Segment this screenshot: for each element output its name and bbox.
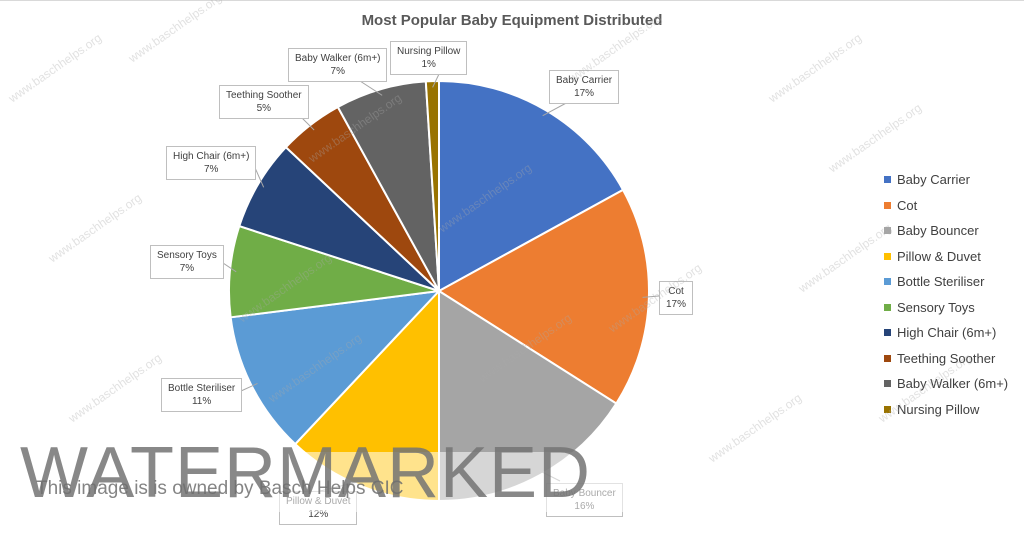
data-label-baby-carrier: Baby Carrier 17%: [549, 70, 620, 104]
data-label-cot: Cot 17%: [659, 281, 694, 315]
legend-label: Baby Bouncer: [897, 223, 979, 239]
data-label-percent: 7%: [330, 66, 345, 77]
legend-item-sensory-toys: Sensory Toys: [884, 295, 1008, 321]
legend-label: Nursing Pillow: [897, 401, 980, 417]
legend: Baby Carrier Cot Baby Bouncer Pillow & Duve…: [884, 167, 1008, 422]
legend-item-teething-soother: Teething Soother: [884, 346, 1008, 372]
data-label-category: Bottle Steriliser: [168, 383, 236, 394]
legend-label: Bottle Steriliser: [897, 274, 985, 290]
data-label-category: High Chair (6m+): [173, 151, 250, 162]
watermark-text: WATERMARKED: [20, 433, 592, 513]
legend-item-baby-bouncer: Baby Bouncer: [884, 218, 1008, 244]
leader-line: [359, 80, 383, 96]
legend-item-bottle-steriliser: Bottle Steriliser: [884, 269, 1008, 295]
data-label-percent: 5%: [256, 103, 272, 114]
legend-item-baby-walker-6m: Baby Walker (6m+): [884, 371, 1008, 397]
data-label-percent: 7%: [203, 164, 219, 175]
data-label-category: Cot: [668, 286, 684, 297]
data-label-percent: 12%: [308, 509, 329, 520]
data-label-category: Baby Walker (6m+): [295, 53, 381, 64]
legend-swatch: [884, 227, 891, 235]
data-label-category: Sensory Toys: [157, 250, 217, 261]
data-label-percent: 7%: [179, 263, 195, 274]
legend-label: High Chair (6m+): [897, 325, 997, 341]
legend-label: Teething Soother: [897, 350, 996, 366]
legend-swatch: [884, 252, 891, 260]
legend-swatch: [884, 303, 891, 311]
data-label-nursing-pillow: Nursing Pillow 1%: [390, 41, 468, 75]
leader-line: [642, 295, 660, 298]
data-label-teething-soother: Teething Soother 5%: [219, 85, 309, 119]
data-label-high-chair-6m: High Chair (6m+) 7%: [166, 146, 257, 180]
legend-label: Cot: [897, 197, 918, 213]
data-label-percent: 17%: [574, 88, 595, 99]
legend-item-nursing-pillow: Nursing Pillow: [884, 397, 1008, 423]
legend-item-cot: Cot: [884, 193, 1008, 219]
data-label-category: Nursing Pillow: [397, 46, 461, 57]
legend-swatch: [884, 405, 891, 413]
legend-item-high-chair-6m: High Chair (6m+): [884, 320, 1008, 346]
legend-swatch: [884, 329, 891, 337]
slice-cot: [437, 188, 650, 405]
slice-baby-carrier: [438, 79, 625, 293]
data-label-sensory-toys: Sensory Toys 7%: [150, 245, 224, 279]
legend-label: Baby Walker (6m+): [897, 376, 1009, 392]
legend-label: Pillow & Duvet: [897, 248, 981, 264]
watermark-band: [0, 452, 660, 512]
ownership-note: This image is is owned by Basch Helps CI…: [36, 478, 404, 499]
legend-label: Baby Carrier: [897, 172, 970, 188]
legend-label: Sensory Toys: [897, 299, 975, 315]
chart-title: Most Popular Baby Equipment Distributed: [361, 12, 663, 29]
legend-swatch: [884, 278, 891, 286]
legend-item-pillow-duvet: Pillow & Duvet: [884, 244, 1008, 270]
legend-swatch: [884, 201, 891, 209]
data-label-percent: 17%: [666, 299, 687, 310]
data-label-category: Baby Carrier: [556, 75, 613, 86]
data-label-baby-walker-6m: Baby Walker (6m+) 7%: [288, 48, 388, 82]
data-label-bottle-steriliser: Bottle Steriliser 11%: [161, 378, 243, 412]
slice-nursing-pillow: [424, 79, 440, 292]
legend-swatch: [884, 176, 891, 184]
legend-swatch: [884, 380, 891, 388]
data-label-percent: 1%: [421, 59, 436, 70]
data-label-percent: 11%: [191, 396, 212, 407]
leader-line: [240, 383, 258, 392]
legend-item-baby-carrier: Baby Carrier: [884, 167, 1008, 193]
legend-swatch: [884, 354, 891, 362]
data-label-category: Teething Soother: [226, 90, 302, 101]
